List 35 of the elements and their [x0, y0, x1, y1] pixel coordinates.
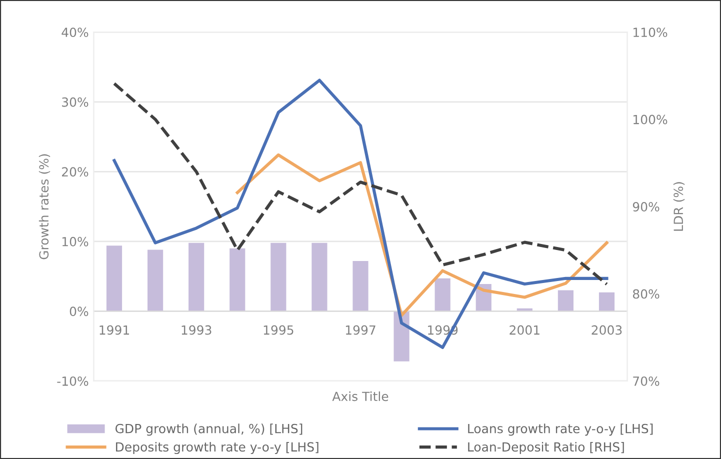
legend-label: GDP growth (annual, %) [LHS]: [115, 424, 302, 436]
x-tick-label: 2001: [510, 325, 540, 335]
bar: [188, 242, 204, 312]
y-axis-title: Growth rates (%): [38, 154, 50, 260]
bar: [147, 250, 164, 312]
y2-tick-label: 90%: [632, 202, 660, 212]
y2-tick-label: 110%: [634, 28, 668, 38]
bar: [106, 246, 122, 312]
x-tick-label: 1995: [264, 325, 294, 335]
y-tick-label: -10%: [57, 376, 88, 386]
line-series: [112, 82, 608, 286]
bar: [558, 290, 574, 312]
y-tick-label: 40%: [62, 28, 88, 38]
y2-tick-label: 80%: [632, 289, 660, 299]
y2-tick-label: 100%: [634, 114, 668, 124]
bar: [598, 292, 615, 312]
y-tick-label: 20%: [62, 167, 88, 177]
bar: [230, 248, 246, 312]
bar: [434, 278, 450, 312]
legend-label: Loan-Deposit Ratio [RHS]: [468, 442, 624, 454]
y-tick-label: 0%: [70, 306, 88, 316]
bar: [352, 260, 368, 312]
bar: [270, 242, 286, 312]
y-tick-label: 10%: [62, 236, 88, 246]
x-tick-label: 1991: [100, 325, 129, 335]
x-tick-label: 2003: [592, 325, 622, 335]
legend-label: Deposits growth rate y-o-y [LHS]: [116, 442, 318, 454]
x-axis-title: Axis Title: [332, 391, 388, 402]
legend-label: Loans growth rate y-o-y [LHS]: [468, 424, 653, 436]
y-tick-label: 30%: [62, 97, 88, 107]
x-tick-label: 1993: [182, 325, 212, 335]
y2-axis-title: LDR (%): [673, 182, 685, 231]
x-tick-label: 1997: [346, 325, 376, 335]
bar: [312, 242, 328, 312]
y2-tick-label: 70%: [633, 376, 660, 386]
